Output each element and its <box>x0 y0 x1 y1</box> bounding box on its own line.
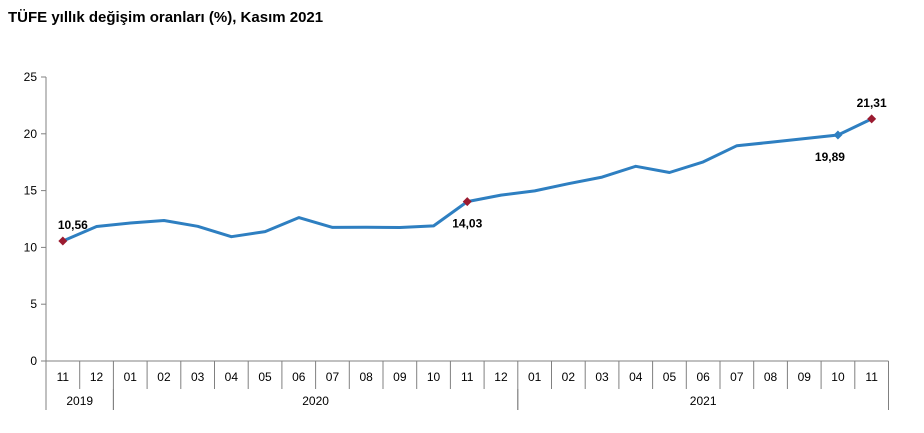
x-tick-label: 12 <box>90 370 104 384</box>
y-tick-label: 15 <box>24 184 38 198</box>
data-label: 21,31 <box>857 96 887 110</box>
y-tick-label: 10 <box>24 240 38 254</box>
x-tick-label: 07 <box>326 370 340 384</box>
data-label: 14,03 <box>452 217 482 231</box>
x-tick-label: 11 <box>461 370 474 384</box>
highlight-marker <box>867 114 877 124</box>
x-tick-label: 02 <box>157 370 171 384</box>
x-tick-label: 04 <box>629 370 643 384</box>
x-tick-label: 10 <box>831 370 845 384</box>
highlight-marker <box>462 197 472 207</box>
x-tick-label: 05 <box>663 370 677 384</box>
y-tick-label: 20 <box>24 127 38 141</box>
x-tick-label: 10 <box>427 370 441 384</box>
x-tick-label: 07 <box>730 370 744 384</box>
x-tick-label: 01 <box>124 370 138 384</box>
data-label: 10,56 <box>58 218 88 232</box>
highlight-marker <box>833 130 843 140</box>
x-tick-label: 04 <box>225 370 239 384</box>
x-tick-label: 06 <box>292 370 306 384</box>
year-label: 2020 <box>302 394 329 408</box>
year-label: 2021 <box>690 394 717 408</box>
y-tick-label: 0 <box>30 354 37 368</box>
chart-title: TÜFE yıllık değişim oranları (%), Kasım … <box>8 9 324 26</box>
y-tick-label: 25 <box>24 70 38 84</box>
x-tick-label: 03 <box>595 370 609 384</box>
x-tick-label: 11 <box>57 370 70 384</box>
x-tick-label: 09 <box>798 370 812 384</box>
year-label: 2019 <box>66 394 93 408</box>
x-tick-label: 12 <box>494 370 508 384</box>
data-label: 19,89 <box>815 150 845 164</box>
x-tick-label: 05 <box>258 370 272 384</box>
x-tick-label: 08 <box>764 370 778 384</box>
highlight-marker <box>58 236 68 246</box>
x-tick-label: 08 <box>359 370 373 384</box>
x-tick-label: 09 <box>393 370 407 384</box>
x-tick-label: 01 <box>528 370 542 384</box>
y-tick-label: 5 <box>30 297 37 311</box>
x-tick-label: 02 <box>562 370 576 384</box>
x-tick-label: 11 <box>865 370 878 384</box>
x-tick-label: 06 <box>696 370 710 384</box>
x-tick-label: 03 <box>191 370 205 384</box>
